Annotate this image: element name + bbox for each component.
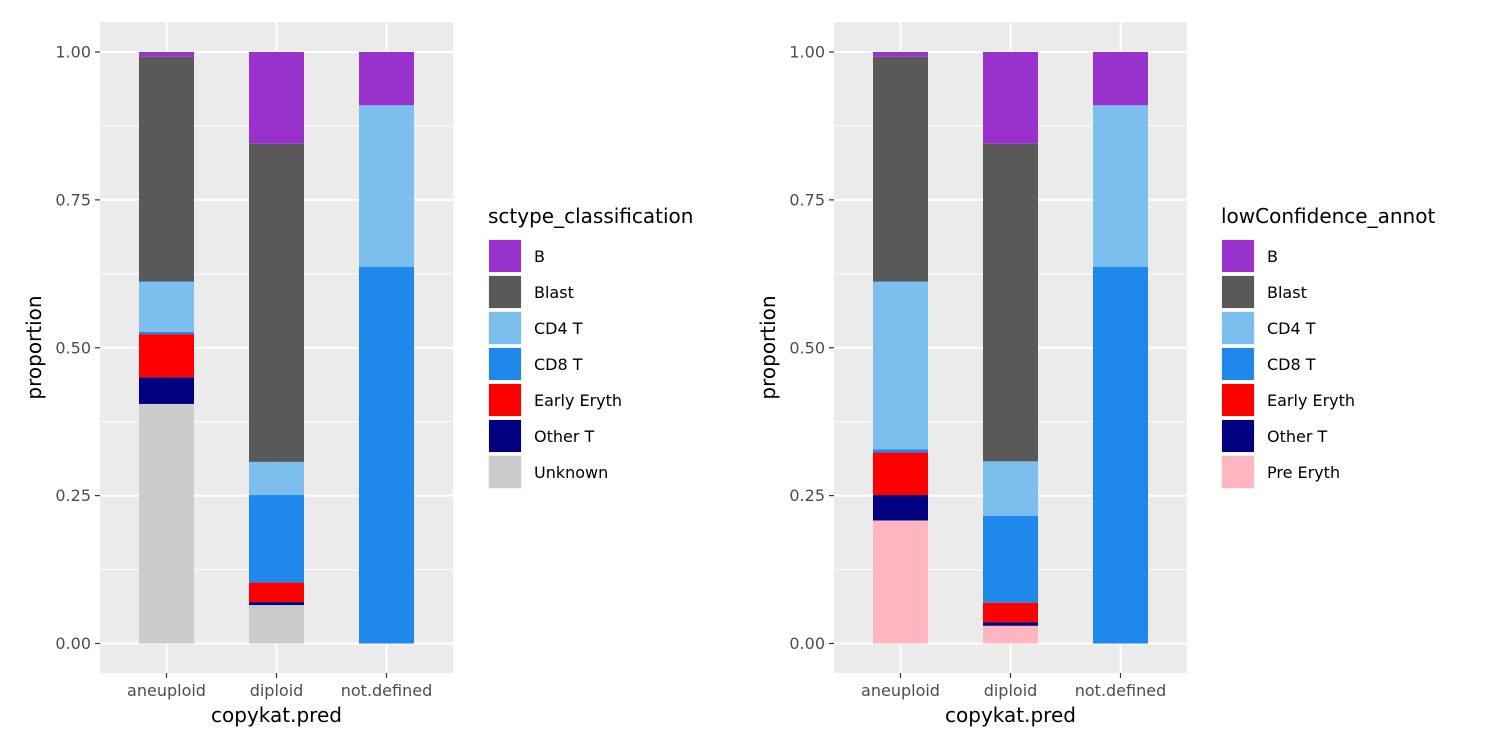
left-y-tick-label: 0.75 — [55, 190, 91, 209]
left-bar-diploid-early-eryth — [249, 582, 304, 603]
right-bar-diploid-blast — [983, 143, 1038, 462]
left-bar-diploid-cd4-t — [249, 461, 304, 496]
left-y-tick-label: 0.25 — [55, 486, 91, 505]
right-x-tick-label: not.defined — [1075, 681, 1167, 700]
right-x-axis-title: copykat.pred — [945, 703, 1076, 727]
left-chart-panel: 0.00 0.25 0.50 0.75 1.00 aneuploid diploid not.… — [22, 22, 693, 727]
right-bar-not-defined-b — [1093, 52, 1148, 106]
right-x-tick-label: aneuploid — [861, 681, 940, 700]
right-y-tick-label: 0.25 — [789, 486, 825, 505]
left-y-tick-label: 0.50 — [55, 338, 91, 357]
right-bar-aneuploid-other-t — [873, 495, 928, 521]
left-bar-aneuploid-cd4-t — [139, 281, 194, 332]
left-legend-swatch-blast — [489, 276, 521, 308]
right-legend-label: Early Eryth — [1267, 391, 1355, 410]
right-bar-aneuploid-pre-eryth — [873, 520, 928, 644]
right-bar-aneuploid-blast — [873, 56, 928, 282]
right-legend-swatch-early-eryth — [1222, 384, 1254, 416]
right-bar-not-defined-cd8-t — [1093, 266, 1148, 644]
left-bar-diploid-b — [249, 52, 304, 144]
right-legend-swatch-pre-eryth — [1222, 456, 1254, 488]
right-legend: lowConfidence_annot B Blast CD4 T CD8 T Early… — [1221, 204, 1435, 489]
right-y-tick-label: 0.50 — [789, 338, 825, 357]
left-bar-aneuploid-other-t — [139, 377, 194, 404]
right-chart-panel: 0.00 0.25 0.50 0.75 1.00 aneuploid diploid not.… — [756, 22, 1435, 727]
right-bar-aneuploid-cd4-t — [873, 281, 928, 450]
right-legend-label: Pre Eryth — [1267, 463, 1340, 482]
right-legend-label: Blast — [1267, 283, 1307, 302]
right-bar-diploid-cd8-t — [983, 515, 1038, 603]
left-legend-swatch-unknown — [489, 456, 521, 488]
right-y-tick-label: 0.75 — [789, 190, 825, 209]
left-bar-aneuploid-unknown — [139, 403, 194, 644]
right-bar-diploid-early-eryth — [983, 602, 1038, 623]
left-legend-swatch-other-t — [489, 420, 521, 452]
left-bar-not-defined-cd8-t — [359, 266, 414, 644]
right-legend-label: CD4 T — [1267, 319, 1316, 338]
left-legend-label: CD8 T — [534, 355, 583, 374]
left-legend-label: Other T — [534, 427, 595, 446]
left-x-tick-label: diploid — [250, 681, 304, 700]
right-legend-label: Other T — [1267, 427, 1328, 446]
right-legend-label: B — [1267, 247, 1278, 266]
right-bar-aneuploid-early-eryth — [873, 452, 928, 496]
right-legend-swatch-other-t — [1222, 420, 1254, 452]
left-legend-swatch-cd8-t — [489, 348, 521, 380]
right-y-tick-label: 0.00 — [789, 634, 825, 653]
right-bar-not-defined-cd4-t — [1093, 105, 1148, 267]
right-bar-diploid-b — [983, 52, 1038, 144]
right-bar-diploid-other-t — [983, 622, 1038, 626]
left-bar-not-defined-b — [359, 52, 414, 106]
left-legend: sctype_classification B Blast CD4 T CD8 T Ear… — [488, 204, 693, 489]
left-legend-swatch-cd4-t — [489, 312, 521, 344]
left-x-axis-title: copykat.pred — [211, 703, 342, 727]
right-legend-swatch-b — [1222, 240, 1254, 272]
left-legend-label: Early Eryth — [534, 391, 622, 410]
left-legend-label: CD4 T — [534, 319, 583, 338]
right-y-tick-label: 1.00 — [789, 43, 825, 62]
left-y-axis-title: proportion — [22, 295, 46, 399]
left-bar-diploid-cd8-t — [249, 495, 304, 583]
right-x-tick-label: diploid — [984, 681, 1038, 700]
right-legend-swatch-blast — [1222, 276, 1254, 308]
left-x-tick-label: aneuploid — [127, 681, 206, 700]
left-y-tick-label: 1.00 — [55, 43, 91, 62]
right-legend-label: CD8 T — [1267, 355, 1316, 374]
left-legend-label: Blast — [534, 283, 574, 302]
right-legend-title: lowConfidence_annot — [1221, 204, 1435, 228]
left-bar-diploid-unknown — [249, 605, 304, 644]
left-bar-aneuploid-early-eryth — [139, 334, 194, 378]
right-legend-swatch-cd8-t — [1222, 348, 1254, 380]
left-bar-aneuploid-blast — [139, 56, 194, 282]
left-legend-label: B — [534, 247, 545, 266]
left-bar-diploid-other-t — [249, 602, 304, 606]
right-bar-aneuploid-cd8-t — [873, 449, 928, 453]
left-bar-diploid-blast — [249, 143, 304, 462]
left-bar-aneuploid-b — [139, 52, 194, 57]
left-legend-swatch-b — [489, 240, 521, 272]
right-bar-aneuploid-b — [873, 52, 928, 57]
left-y-tick-label: 0.00 — [55, 634, 91, 653]
right-legend-swatch-cd4-t — [1222, 312, 1254, 344]
left-x-tick-label: not.defined — [341, 681, 433, 700]
right-bar-diploid-cd4-t — [983, 461, 1038, 516]
right-bar-diploid-pre-eryth — [983, 625, 1038, 644]
left-bar-not-defined-cd4-t — [359, 105, 414, 267]
left-legend-title: sctype_classification — [488, 204, 693, 228]
left-legend-label: Unknown — [534, 463, 608, 482]
right-y-axis-title: proportion — [756, 295, 780, 399]
left-bar-aneuploid-cd8-t — [139, 331, 194, 335]
left-legend-swatch-early-eryth — [489, 384, 521, 416]
